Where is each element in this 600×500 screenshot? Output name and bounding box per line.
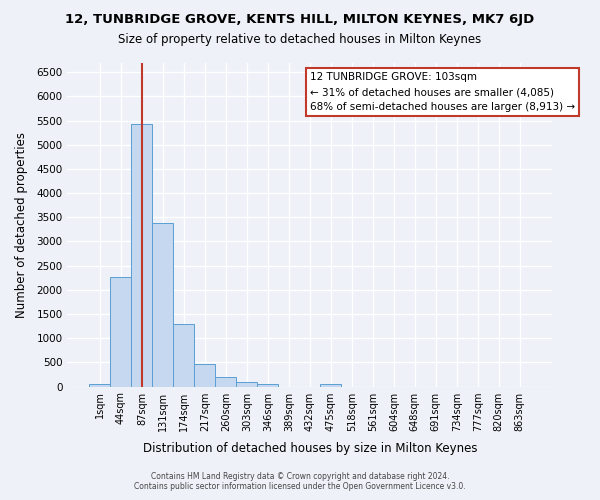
Bar [215, 377, 236, 386]
Text: Contains HM Land Registry data © Crown copyright and database right 2024.
Contai: Contains HM Land Registry data © Crown c… [134, 472, 466, 491]
Bar [173, 324, 194, 386]
Bar [152, 223, 173, 386]
X-axis label: Distribution of detached houses by size in Milton Keynes: Distribution of detached houses by size … [143, 442, 477, 455]
Text: Size of property relative to detached houses in Milton Keynes: Size of property relative to detached ho… [118, 32, 482, 46]
Bar [320, 384, 341, 386]
Bar [236, 382, 257, 386]
Text: 12, TUNBRIDGE GROVE, KENTS HILL, MILTON KEYNES, MK7 6JD: 12, TUNBRIDGE GROVE, KENTS HILL, MILTON … [65, 12, 535, 26]
Bar [194, 364, 215, 386]
Y-axis label: Number of detached properties: Number of detached properties [15, 132, 28, 318]
Bar [257, 384, 278, 386]
Bar [110, 277, 131, 386]
Bar [131, 124, 152, 386]
Text: 12 TUNBRIDGE GROVE: 103sqm
← 31% of detached houses are smaller (4,085)
68% of s: 12 TUNBRIDGE GROVE: 103sqm ← 31% of deta… [310, 72, 575, 112]
Bar [89, 384, 110, 386]
